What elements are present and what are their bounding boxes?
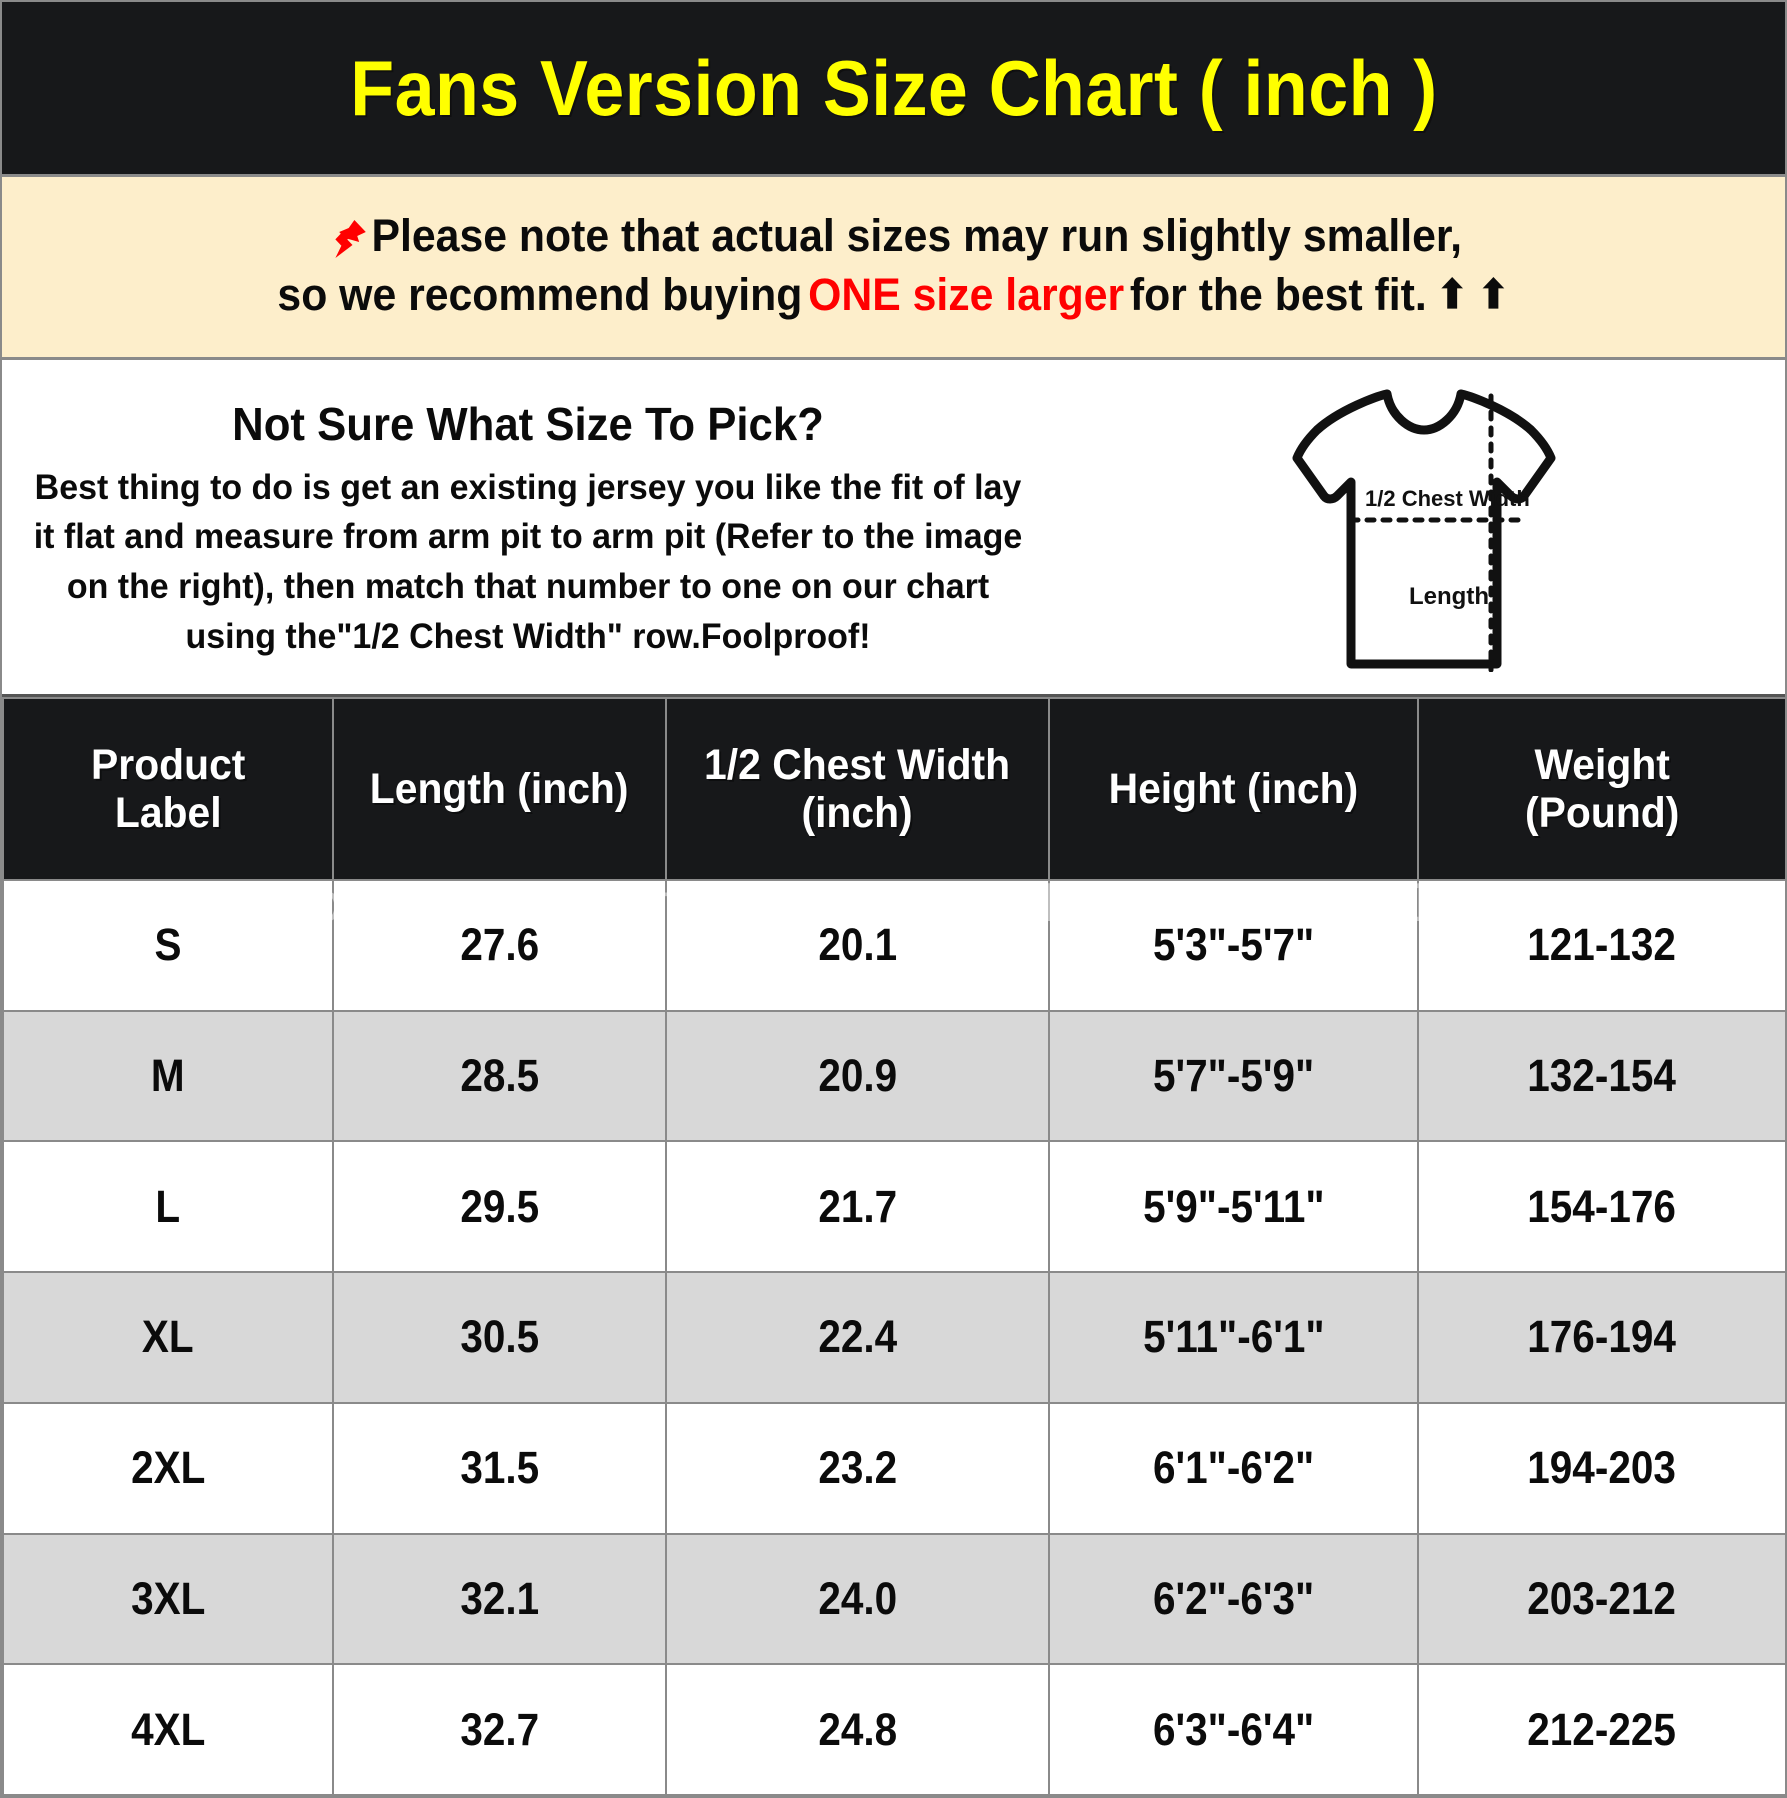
cell-length: 27.6 — [332, 879, 667, 1012]
header-row: Product Label Length (inch) 1/2 Chest Wid… — [2, 697, 1787, 881]
cell-length: 32.1 — [332, 1532, 667, 1666]
notice-line-2-prefix: so we recommend buying — [277, 269, 803, 320]
cell-half-chest: 22.4 — [665, 1271, 1050, 1404]
cell-product-label: 2XL — [2, 1401, 334, 1535]
notice-line-1: Please note that actual sizes may run sl… — [325, 206, 1462, 265]
cell-length: 29.5 — [332, 1140, 667, 1274]
tshirt-diagram-container: 1/2 Chest Width Length — [1062, 360, 1785, 694]
notice-emphasis: ONE size larger — [808, 269, 1125, 320]
table-row: 2XL 31.5 23.2 6'1"-6'2" 194-203 — [2, 1401, 1787, 1535]
table-row: M 28.5 20.9 5'7"-5'9" 132-154 — [2, 1009, 1787, 1143]
title-bar: Fans Version Size Chart ( inch ) — [2, 2, 1785, 174]
cell-half-chest: 24.0 — [665, 1532, 1050, 1666]
cell-height: 5'11"-6'1" — [1048, 1271, 1419, 1404]
cell-half-chest: 23.2 — [665, 1401, 1050, 1535]
cell-half-chest: 20.1 — [665, 879, 1050, 1012]
cell-weight: 154-176 — [1417, 1140, 1787, 1274]
pushpin-icon — [325, 216, 369, 262]
table-row: XL 30.5 22.4 5'11"-6'1" 176-194 — [2, 1271, 1787, 1404]
cell-half-chest: 24.8 — [665, 1663, 1050, 1796]
cell-weight: 203-212 — [1417, 1532, 1787, 1666]
column-header-height: Height (inch) — [1048, 697, 1419, 881]
sizing-help-section: Not Sure What Size To Pick? Best thing t… — [2, 360, 1785, 697]
cell-height: 6'1"-6'2" — [1048, 1401, 1419, 1535]
cell-height: 6'3"-6'4" — [1048, 1663, 1419, 1796]
cell-length: 28.5 — [332, 1009, 667, 1143]
cell-weight: 176-194 — [1417, 1271, 1787, 1404]
cell-product-label: 4XL — [2, 1663, 334, 1796]
cell-product-label: L — [2, 1140, 334, 1274]
page-title: Fans Version Size Chart ( inch ) — [349, 43, 1438, 132]
sizing-help-heading: Not Sure What Size To Pick? — [232, 397, 824, 450]
cell-product-label: S — [2, 879, 334, 1012]
cell-length: 31.5 — [332, 1401, 667, 1535]
notice-line-2: so we recommend buying ONE size larger f… — [278, 265, 1510, 324]
arrow-up-icon-2: ⬆ — [1477, 272, 1510, 317]
size-table-header: Product Label Length (inch) 1/2 Chest Wid… — [2, 697, 1787, 881]
cell-weight: 212-225 — [1417, 1663, 1787, 1796]
cell-weight: 194-203 — [1417, 1401, 1787, 1535]
cell-height: 5'9"-5'11" — [1048, 1140, 1419, 1274]
column-header-half-chest-width: 1/2 Chest Width (inch) — [665, 697, 1050, 881]
cell-height: 5'7"-5'9" — [1048, 1009, 1419, 1143]
cell-half-chest: 20.9 — [665, 1009, 1050, 1143]
sizing-help-body: Best thing to do is get an existing jers… — [33, 467, 1023, 656]
size-table-body: S 27.6 20.1 5'3"-5'7" 121-132 M 28.5 20.… — [2, 879, 1787, 1796]
cell-height: 5'3"-5'7" — [1048, 879, 1419, 1012]
notice-line-2-suffix: for the best fit. — [1129, 269, 1427, 320]
column-header-weight: Weight (Pound) — [1417, 697, 1787, 881]
cell-product-label: XL — [2, 1271, 334, 1404]
table-row: L 29.5 21.7 5'9"-5'11" 154-176 — [2, 1140, 1787, 1274]
arrow-up-icon-1: ⬆ — [1436, 272, 1469, 317]
table-row: S 27.6 20.1 5'3"-5'7" 121-132 — [2, 879, 1787, 1012]
column-header-length: Length (inch) — [332, 697, 667, 881]
cell-product-label: 3XL — [2, 1532, 334, 1666]
cell-weight: 132-154 — [1417, 1009, 1787, 1143]
chest-width-label: 1/2 Chest Width — [1365, 486, 1530, 511]
length-label: Length — [1409, 583, 1489, 610]
cell-length: 32.7 — [332, 1663, 667, 1796]
size-table: Product Label Length (inch) 1/2 Chest Wid… — [2, 697, 1787, 1796]
table-row: 4XL 32.7 24.8 6'3"-6'4" 212-225 — [2, 1663, 1787, 1796]
cell-product-label: M — [2, 1009, 334, 1143]
cell-height: 6'2"-6'3" — [1048, 1532, 1419, 1666]
cell-half-chest: 21.7 — [665, 1140, 1050, 1274]
table-row: 3XL 32.1 24.0 6'2"-6'3" 203-212 — [2, 1532, 1787, 1666]
notice-banner: Please note that actual sizes may run sl… — [2, 174, 1785, 360]
cell-weight: 121-132 — [1417, 879, 1787, 1012]
tshirt-measurement-diagram: 1/2 Chest Width Length — [1269, 372, 1579, 673]
sizing-help-text: Not Sure What Size To Pick? Best thing t… — [2, 393, 1062, 662]
column-header-product-label: Product Label — [2, 697, 334, 881]
cell-length: 30.5 — [332, 1271, 667, 1404]
notice-line-1-text: Please note that actual sizes may run sl… — [371, 209, 1462, 261]
